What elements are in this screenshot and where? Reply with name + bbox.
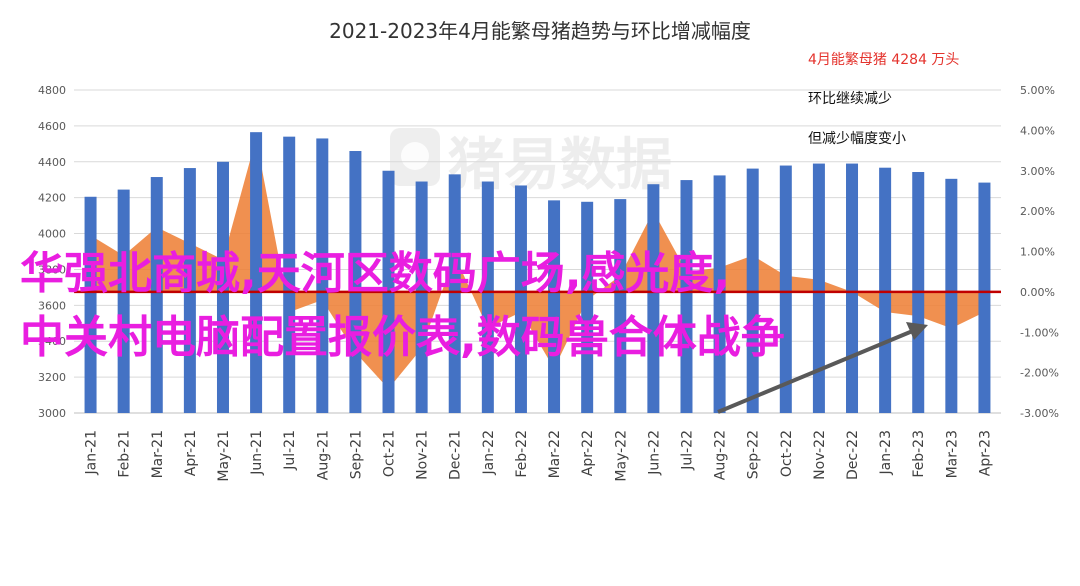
x-tick-label: Aug-22 <box>713 430 729 480</box>
bar <box>283 136 296 413</box>
left-tick-label: 4600 <box>38 120 66 133</box>
left-tick-label: 3600 <box>38 299 66 312</box>
x-tick-label: Jul-22 <box>679 430 695 471</box>
left-tick-label: 4400 <box>38 156 66 169</box>
left-tick-label: 3800 <box>38 263 66 276</box>
x-tick-label: Dec-22 <box>845 430 861 480</box>
bar <box>713 175 726 413</box>
left-tick-label: 4800 <box>38 84 66 97</box>
left-axis-ticks: 3000 3200 3400 3600 3800 4000 4200 4400 4600 4800 <box>38 84 66 420</box>
bar <box>614 199 627 413</box>
overlay-text-line-1: 华强北商城,天河区数码广场,感光度, <box>20 248 730 299</box>
bar <box>183 168 196 413</box>
x-tick-label: May-21 <box>216 430 232 482</box>
sow-inventory-bars <box>84 132 991 414</box>
x-tick-label: Mar-23 <box>944 430 960 478</box>
mom-change-area-series <box>90 138 985 389</box>
bar <box>117 189 130 413</box>
x-tick-label: Jul-21 <box>282 430 298 471</box>
left-tick-label: 4000 <box>38 228 66 241</box>
annotation-continue-decrease: 环比继续减少 <box>808 90 892 107</box>
bar <box>945 178 958 413</box>
x-tick-label: Jun-22 <box>646 430 662 476</box>
bar <box>514 185 527 413</box>
watermark-logo-icon <box>390 128 440 186</box>
x-tick-label: Jan-21 <box>84 430 100 475</box>
trend-arrow <box>717 328 916 414</box>
bar <box>812 163 825 413</box>
right-tick-label: 3.00% <box>1020 165 1055 178</box>
bar <box>481 181 494 413</box>
x-tick-label: Aug-21 <box>315 430 331 480</box>
right-tick-label: 2.00% <box>1020 205 1055 218</box>
bar <box>879 167 892 413</box>
left-tick-label: 3000 <box>38 407 66 420</box>
chart-title: 2021-2023年4月能繁母猪趋势与环比增减幅度 <box>329 19 751 43</box>
right-tick-label: -3.00% <box>1020 407 1059 420</box>
bar <box>349 151 362 413</box>
right-tick-label: 5.00% <box>1020 84 1055 97</box>
right-axis-ticks: -3.00% -2.00% -1.00% 0.00% 1.00% 2.00% 3.00% 4.… <box>1020 84 1059 420</box>
watermark: 猪易数据 <box>390 128 672 198</box>
x-tick-label: Oct-21 <box>382 430 398 477</box>
x-tick-label: May-22 <box>613 430 629 482</box>
x-tick-label: Apr-23 <box>977 430 993 476</box>
x-tick-label: Nov-22 <box>812 430 828 480</box>
x-tick-label: Feb-22 <box>514 430 530 478</box>
bar <box>779 165 792 413</box>
bar <box>978 182 991 413</box>
bar <box>84 196 97 413</box>
x-tick-label: Dec-21 <box>448 430 464 480</box>
x-tick-label: Apr-22 <box>580 430 596 476</box>
x-tick-label: Nov-21 <box>415 430 431 480</box>
x-tick-label: Sep-22 <box>746 430 762 479</box>
x-tick-label: Oct-22 <box>779 430 795 477</box>
mom-change-area <box>90 138 985 389</box>
bar <box>415 181 428 413</box>
bar <box>448 174 461 413</box>
right-tick-label: 0.00% <box>1020 286 1055 299</box>
bar <box>647 184 660 413</box>
x-tick-label: Feb-21 <box>117 430 133 478</box>
x-tick-label: Mar-21 <box>150 430 166 478</box>
bar <box>316 138 329 413</box>
bar <box>680 180 693 413</box>
x-tick-label: Jan-22 <box>481 430 497 475</box>
left-tick-label: 3200 <box>38 371 66 384</box>
left-tick-label: 3400 <box>38 335 66 348</box>
watermark-text: 猪易数据 <box>448 133 672 198</box>
bar <box>581 201 594 413</box>
x-tick-label: Feb-23 <box>911 430 927 478</box>
right-tick-label: 4.00% <box>1020 124 1055 137</box>
annotation-smaller-decrease: 但减少幅度变小 <box>808 131 906 147</box>
overlay-text-line-2: 中关村电脑配置报价表,数码兽合体战争 <box>20 312 785 363</box>
right-tick-label: -2.00% <box>1020 367 1059 380</box>
x-tick-label: Jan-23 <box>878 430 894 475</box>
trend-arrow-head-icon <box>906 322 928 340</box>
bar <box>846 163 859 413</box>
right-tick-label: 1.00% <box>1020 246 1055 259</box>
x-tick-label: Jun-21 <box>249 430 265 476</box>
x-tick-label: Apr-21 <box>183 430 199 476</box>
x-tick-label: Sep-21 <box>348 430 364 479</box>
annotation-inventory: 4月能繁母猪 4284 万头 <box>808 52 959 68</box>
x-tick-label: Mar-22 <box>547 430 563 478</box>
bar <box>216 161 229 413</box>
bar <box>548 200 561 413</box>
bar <box>150 177 163 413</box>
x-axis-ticks: Jan-21 Feb-21 Mar-21 Apr-21 May-21 Jun-21 Jul-… <box>84 430 994 482</box>
left-tick-label: 4200 <box>38 192 66 205</box>
right-tick-label: -1.00% <box>1020 326 1059 339</box>
bar <box>250 132 263 414</box>
